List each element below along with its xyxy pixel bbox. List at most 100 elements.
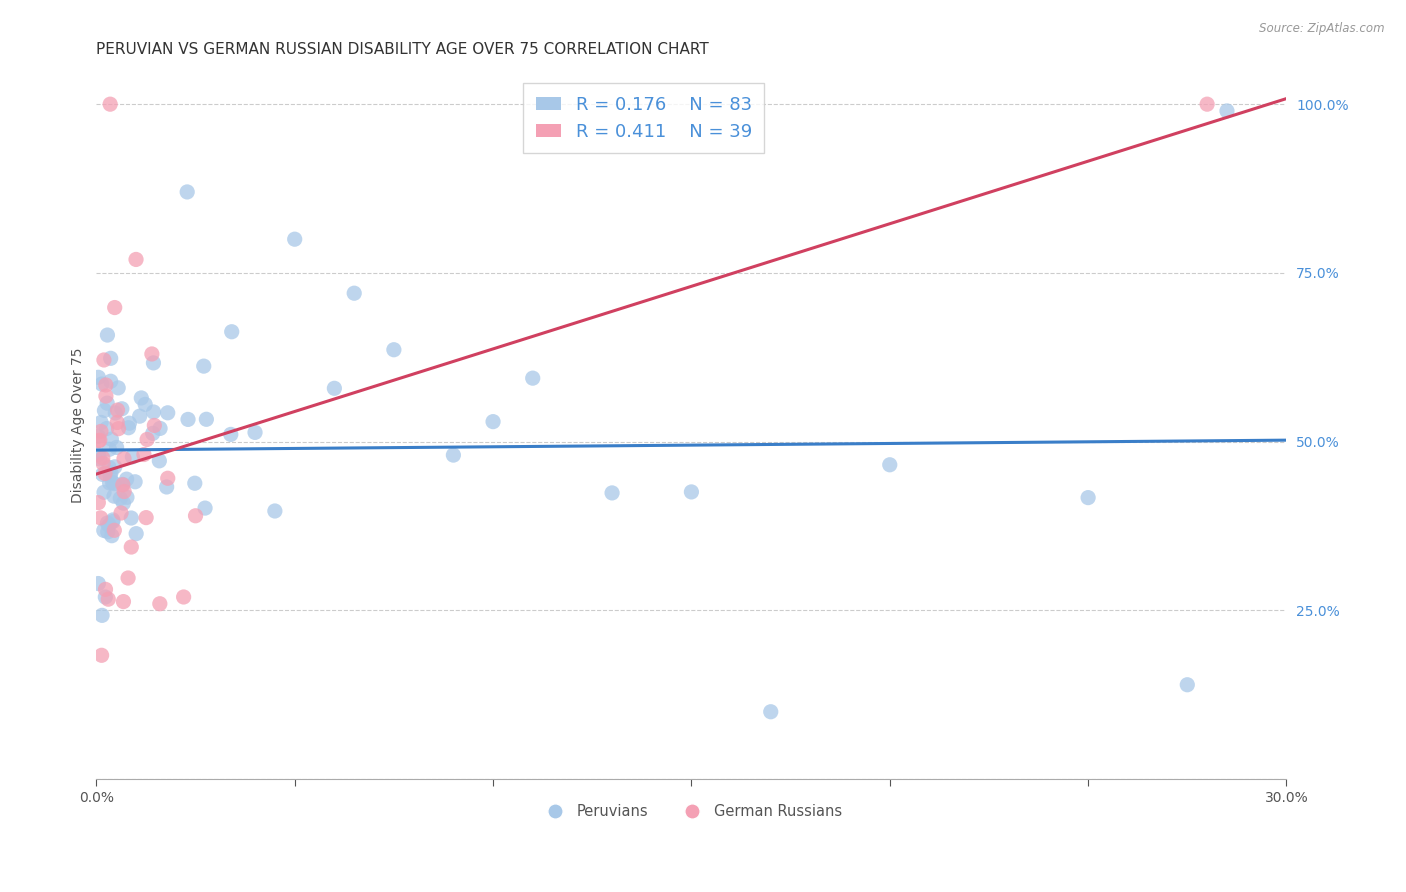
Point xyxy=(759,705,782,719)
Point xyxy=(111,477,134,491)
Point xyxy=(134,397,156,411)
Point xyxy=(149,421,172,435)
Point xyxy=(96,421,118,435)
Point xyxy=(103,476,125,491)
Y-axis label: Disability Age Over 75: Disability Age Over 75 xyxy=(72,347,86,502)
Point xyxy=(128,409,150,424)
Point xyxy=(441,448,464,462)
Point xyxy=(107,403,129,417)
Point xyxy=(173,590,195,604)
Point xyxy=(98,518,121,533)
Point xyxy=(101,513,124,527)
Point xyxy=(90,511,112,525)
Point xyxy=(118,416,141,430)
Point xyxy=(98,468,121,483)
Point xyxy=(115,472,138,486)
Point xyxy=(120,540,142,554)
Point xyxy=(107,381,129,395)
Point xyxy=(221,325,243,339)
Point xyxy=(101,475,124,490)
Point xyxy=(156,406,179,420)
Point xyxy=(87,429,110,443)
Point xyxy=(879,458,901,472)
Point xyxy=(263,504,285,518)
Point xyxy=(132,448,155,462)
Point xyxy=(117,421,139,435)
Point xyxy=(193,359,215,373)
Point xyxy=(117,571,139,585)
Point xyxy=(97,592,120,607)
Point xyxy=(482,415,505,429)
Point xyxy=(143,418,166,433)
Point xyxy=(100,432,122,446)
Point xyxy=(125,526,148,541)
Point xyxy=(94,582,117,597)
Point xyxy=(112,451,135,466)
Point xyxy=(100,466,122,480)
Point xyxy=(94,467,117,481)
Point xyxy=(156,480,179,494)
Point xyxy=(94,590,117,604)
Point xyxy=(91,608,114,623)
Text: PERUVIAN VS GERMAN RUSSIAN DISABILITY AGE OVER 75 CORRELATION CHART: PERUVIAN VS GERMAN RUSSIAN DISABILITY AG… xyxy=(97,42,709,57)
Point xyxy=(129,391,152,405)
Point xyxy=(104,301,127,315)
Point xyxy=(148,454,170,468)
Point xyxy=(91,467,114,482)
Point xyxy=(323,381,346,395)
Point xyxy=(104,459,127,474)
Point xyxy=(89,451,111,466)
Point xyxy=(90,416,112,430)
Point xyxy=(1216,103,1239,118)
Point xyxy=(176,185,198,199)
Point xyxy=(101,515,124,529)
Point xyxy=(87,576,110,591)
Point xyxy=(87,447,110,461)
Point xyxy=(93,524,115,538)
Point xyxy=(124,475,146,489)
Point xyxy=(112,594,135,608)
Point xyxy=(135,510,157,524)
Point xyxy=(1077,491,1099,505)
Point xyxy=(103,489,125,503)
Point xyxy=(141,347,163,361)
Point xyxy=(94,378,117,392)
Point xyxy=(103,524,125,538)
Point xyxy=(343,286,366,301)
Point xyxy=(522,371,544,385)
Point xyxy=(112,484,135,499)
Point xyxy=(156,471,179,485)
Point xyxy=(90,648,112,663)
Point xyxy=(110,491,132,506)
Point xyxy=(194,501,217,516)
Point xyxy=(89,434,111,448)
Point xyxy=(243,425,266,440)
Point xyxy=(382,343,405,357)
Point xyxy=(112,496,135,510)
Point xyxy=(184,508,207,523)
Point xyxy=(142,426,165,441)
Point xyxy=(681,484,703,499)
Point xyxy=(104,406,127,420)
Point xyxy=(93,353,115,368)
Point xyxy=(115,491,138,505)
Text: Source: ZipAtlas.com: Source: ZipAtlas.com xyxy=(1260,22,1385,36)
Point xyxy=(100,351,122,366)
Point xyxy=(105,416,128,430)
Point xyxy=(149,597,172,611)
Point xyxy=(142,356,165,370)
Point xyxy=(96,396,118,410)
Point xyxy=(284,232,307,246)
Point xyxy=(177,412,200,426)
Point xyxy=(90,425,112,439)
Point xyxy=(1197,97,1219,112)
Point xyxy=(97,524,120,539)
Point xyxy=(100,374,122,388)
Point xyxy=(125,252,148,267)
Point xyxy=(195,412,218,426)
Point xyxy=(136,433,159,447)
Point xyxy=(93,485,115,500)
Point xyxy=(96,328,118,343)
Point xyxy=(96,516,118,530)
Point xyxy=(101,529,124,543)
